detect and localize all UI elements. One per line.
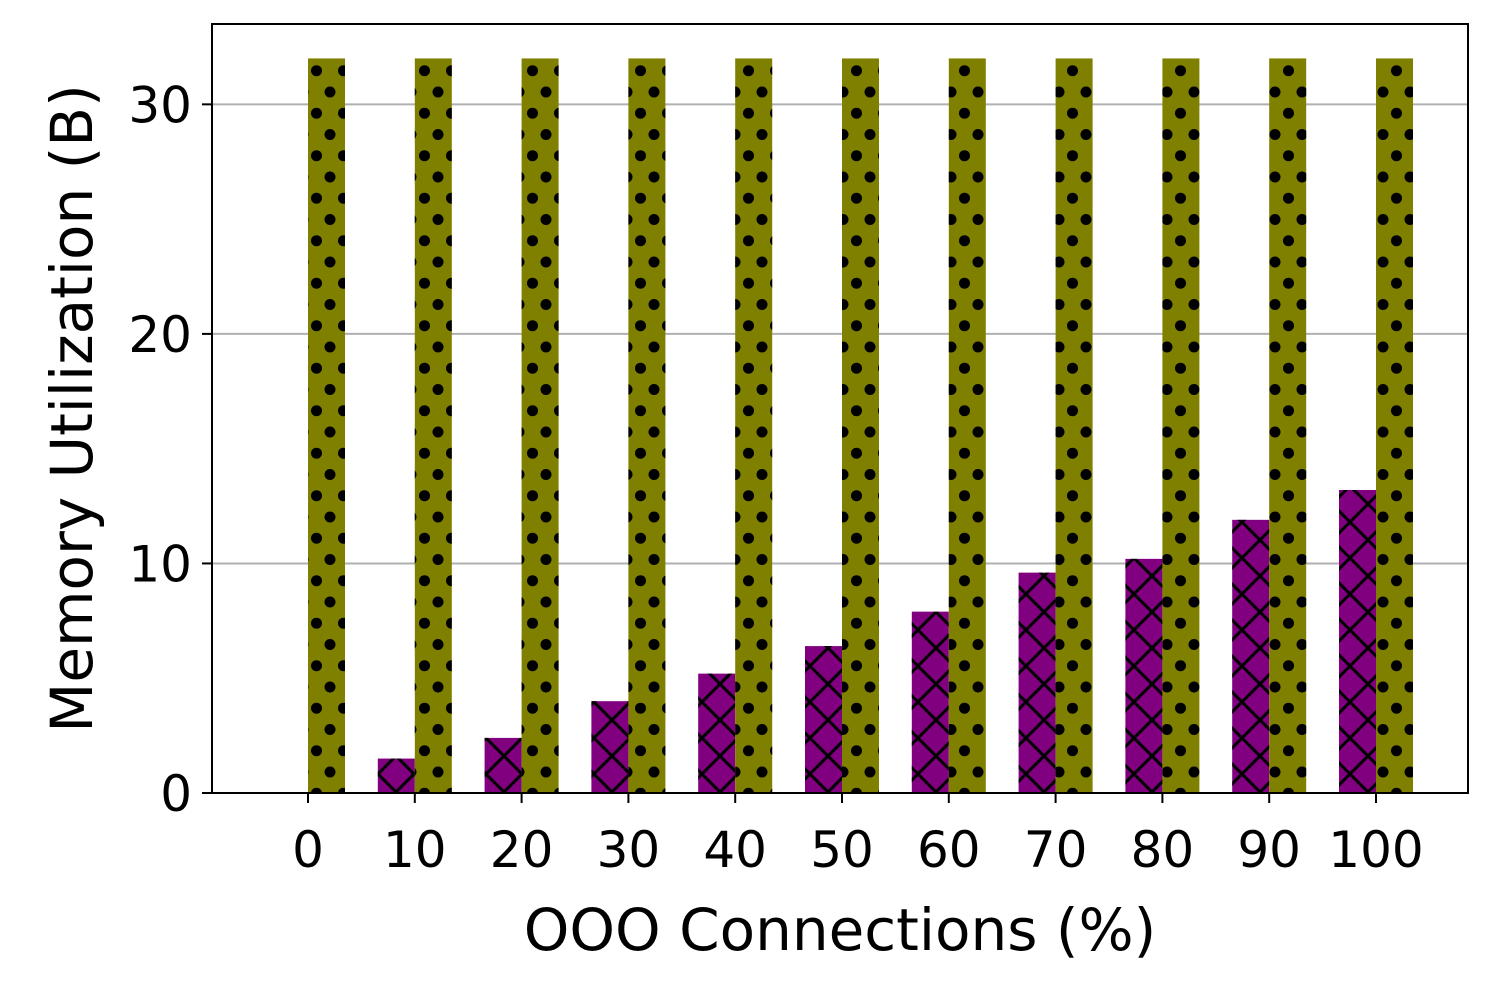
bar-hatch-series-2 <box>735 58 773 793</box>
bar-hatch-series-2 <box>948 58 986 793</box>
bar-hatch-series-2 <box>1162 58 1200 793</box>
bar-hatch-series-1 <box>911 611 949 793</box>
bar-hatch-series-1 <box>1125 558 1163 793</box>
x-tick-label: 90 <box>1237 821 1301 879</box>
bar-hatch-series-2 <box>414 58 452 793</box>
bar-hatch-series-2 <box>628 58 666 793</box>
x-axis-title: OOO Connections (%) <box>524 896 1157 964</box>
bar-hatch-series-1 <box>377 758 415 793</box>
y-tick-label: 0 <box>160 765 192 823</box>
bars <box>308 58 1413 793</box>
bar-hatch-series-1 <box>591 701 629 793</box>
bar-hatch-series-2 <box>1376 58 1413 793</box>
y-axis-title: Memory Utilization (B) <box>38 84 106 732</box>
x-tick-label: 0 <box>292 821 324 879</box>
x-tick-label: 100 <box>1328 821 1423 879</box>
bar-hatch-series-2 <box>842 58 879 793</box>
y-tick-label: 20 <box>128 306 192 364</box>
bar-hatch-series-1 <box>1232 519 1270 793</box>
bar-hatch-series-2 <box>1055 58 1093 793</box>
bar-hatch-series-1 <box>698 673 736 793</box>
y-tick-label: 10 <box>128 535 192 593</box>
x-tick-label: 40 <box>703 821 767 879</box>
x-tick-label: 70 <box>1024 821 1088 879</box>
bar-hatch-series-1 <box>484 737 522 793</box>
bar-hatch-series-2 <box>1269 58 1307 793</box>
x-tick-label: 80 <box>1131 821 1195 879</box>
axis-ticks: 0 10 20 30 0 10 20 30 40 50 60 70 80 90 100 <box>128 76 1423 879</box>
x-tick-label: 20 <box>490 821 554 879</box>
x-tick-label: 10 <box>383 821 447 879</box>
bar-hatch-series-2 <box>308 58 345 793</box>
bar-hatch-series-1 <box>1018 572 1056 793</box>
bar-hatch-series-2 <box>521 58 559 793</box>
bar-hatch-series-1 <box>805 646 842 793</box>
y-tick-label: 30 <box>128 76 192 134</box>
x-tick-label: 50 <box>810 821 874 879</box>
plot-frame <box>211 23 1469 794</box>
bar-hatch-series-1 <box>1339 489 1376 793</box>
x-tick-label: 60 <box>917 821 981 879</box>
x-tick-label: 30 <box>597 821 661 879</box>
